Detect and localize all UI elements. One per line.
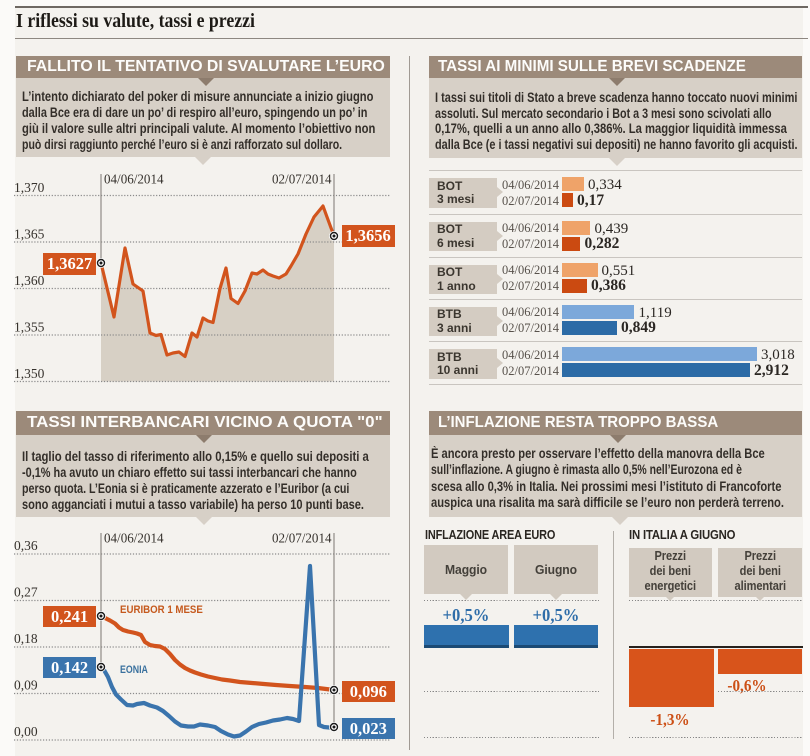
svg-text:1,360: 1,360	[14, 273, 45, 288]
svg-text:04/06/2014: 04/06/2014	[104, 173, 164, 188]
svg-text:0,36: 0,36	[14, 538, 38, 553]
svg-text:02/07/2014: 02/07/2014	[272, 173, 332, 188]
svg-text:0,09: 0,09	[14, 678, 38, 693]
svg-text:02/07/2014: 02/07/2014	[272, 532, 332, 547]
svg-text:1,370: 1,370	[14, 180, 45, 195]
svg-text:1,355: 1,355	[14, 320, 45, 335]
svg-text:0,27: 0,27	[14, 585, 38, 600]
svg-text:0,18: 0,18	[14, 631, 38, 646]
svg-text:04/06/2014: 04/06/2014	[104, 532, 164, 547]
svg-text:0,00: 0,00	[14, 724, 38, 739]
svg-text:1,350: 1,350	[14, 366, 45, 381]
svg-text:1,365: 1,365	[14, 227, 45, 242]
